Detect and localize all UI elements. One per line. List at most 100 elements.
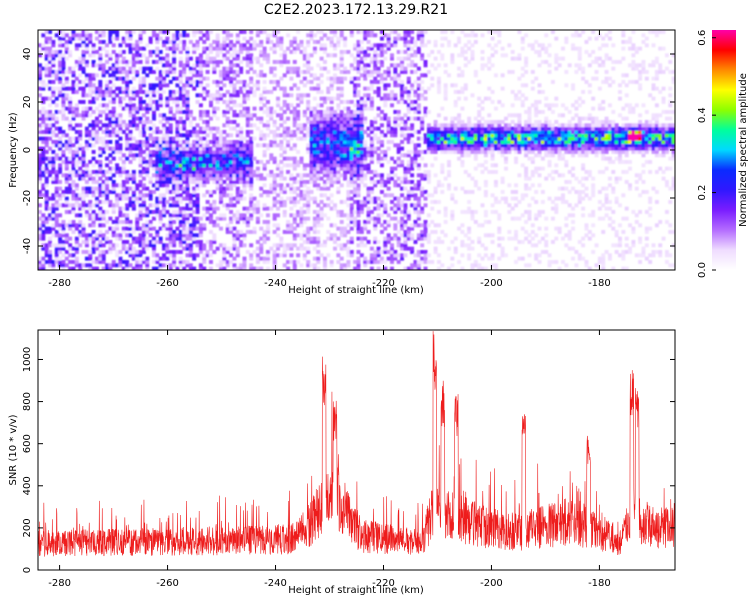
spectrogram-cell — [447, 170, 451, 174]
spectrogram-cell — [423, 250, 428, 254]
spectrogram-cell — [302, 50, 307, 54]
spectrogram-cell — [195, 180, 200, 184]
spectrogram-cell — [81, 66, 86, 71]
spectrogram-cell — [222, 56, 227, 61]
spectrogram-cell — [215, 263, 220, 268]
spectrogram-cell — [343, 143, 348, 148]
spectrogram-cell — [450, 53, 455, 58]
spectrogram-cell — [121, 160, 126, 164]
spectrogram-cell — [326, 163, 331, 168]
spectrogram-cell — [188, 230, 193, 234]
spectrogram-cell — [121, 196, 126, 201]
spectrogram-cell — [182, 246, 187, 251]
spectrogram-cell — [433, 136, 438, 141]
spectrogram-cell — [172, 260, 177, 264]
spectrogram-cell — [101, 216, 106, 221]
spectrogram-cell — [262, 150, 267, 154]
spectrogram-cell — [64, 173, 69, 178]
spectrogram-cell — [242, 260, 247, 264]
spectrogram-cell — [349, 100, 354, 104]
spectrogram-cell — [443, 143, 448, 148]
spectrogram-cell — [383, 86, 388, 91]
spectrogram-cell — [269, 33, 274, 38]
spectrogram-cell — [353, 163, 358, 168]
spectrogram-cell — [322, 116, 327, 121]
spectrogram-cell — [363, 223, 368, 228]
spectrogram-cell — [413, 110, 418, 114]
spectrogram-cell — [423, 73, 428, 78]
spectrogram-cell — [195, 133, 200, 138]
spectrogram-cell — [426, 240, 431, 244]
spectrogram-cell — [168, 146, 173, 151]
spectrogram-cell — [101, 123, 106, 128]
spectrogram-cell — [369, 106, 374, 111]
spectrogram-cell — [326, 160, 331, 164]
spectrogram-cell — [54, 256, 59, 261]
spectrogram-cell — [108, 116, 113, 121]
spectrogram-cell — [376, 156, 381, 161]
spectrogram-cell — [316, 250, 321, 254]
spectrogram-cell — [185, 236, 190, 241]
spectrogram-cell — [269, 206, 274, 211]
spectrogram-cell — [131, 246, 136, 251]
spectrogram-cell — [249, 230, 254, 234]
spectrogram-cell — [51, 53, 56, 58]
spectrogram-cell — [467, 236, 472, 241]
spectrogram-cell — [108, 203, 113, 208]
spectrogram-cell — [219, 96, 223, 101]
spectrogram-cell — [175, 120, 180, 124]
spectrogram-cell — [94, 86, 99, 91]
spectrogram-cell — [155, 106, 160, 111]
spectrogram-cell — [168, 153, 173, 158]
spectrogram-cell — [349, 156, 354, 161]
spectrogram-cell — [91, 210, 96, 214]
spectrogram-cell — [430, 163, 435, 168]
spectrogram-cell — [312, 116, 317, 121]
spectrogram-cell — [423, 110, 428, 114]
spectrogram-cell — [192, 216, 197, 221]
spectrogram-cell — [343, 153, 348, 158]
spectrogram-cell — [249, 176, 254, 181]
spectrogram-cell — [162, 43, 166, 48]
spectrogram-cell — [225, 263, 230, 268]
spectrogram-cell — [356, 230, 361, 234]
spectrogram-cell — [158, 73, 163, 78]
spectrogram-cell — [306, 43, 311, 48]
spectrogram-cell — [333, 156, 337, 161]
spectrogram-cell — [148, 53, 153, 58]
spectrogram-cell — [433, 190, 438, 194]
spectrogram-cell — [165, 160, 170, 164]
spectrogram-cell — [229, 180, 234, 184]
spectrogram-cell — [74, 193, 79, 198]
spectrogram-cell — [252, 40, 257, 44]
spectrogram-cell — [131, 30, 136, 34]
spectrogram-cell — [128, 143, 133, 148]
spectrogram-cell — [265, 110, 270, 114]
spectrogram-cell — [423, 96, 428, 101]
spectrogram-cell — [68, 86, 73, 91]
spectrogram-cell — [306, 63, 311, 68]
spectrogram-cell — [235, 216, 240, 221]
spectrogram-cell — [185, 103, 190, 108]
spectrogram-cell — [249, 113, 254, 118]
spectrogram-cell — [353, 153, 358, 158]
spectrogram-cell — [356, 213, 361, 218]
spectrogram-cell — [81, 223, 86, 228]
spectrogram-cell — [121, 190, 126, 194]
spectrogram-cell — [84, 83, 89, 88]
spectrogram-cell — [229, 246, 234, 251]
spectrogram-cell — [91, 110, 96, 114]
spectrogram-cell — [68, 260, 73, 264]
spectrogram-cell — [215, 100, 220, 104]
spectrogram-cell — [383, 116, 388, 121]
spectrogram-cell — [121, 213, 126, 218]
spectrogram-cell — [400, 120, 405, 124]
spectrogram-cell — [239, 150, 244, 154]
spectrogram-cell — [316, 220, 321, 224]
spectrogram-cell — [188, 110, 193, 114]
spectrogram-cell — [61, 53, 66, 58]
spectrogram-cell — [185, 143, 190, 148]
spectrogram-cell — [292, 160, 297, 164]
spectrogram-cell — [111, 43, 116, 48]
spectrogram-cell — [363, 236, 368, 241]
